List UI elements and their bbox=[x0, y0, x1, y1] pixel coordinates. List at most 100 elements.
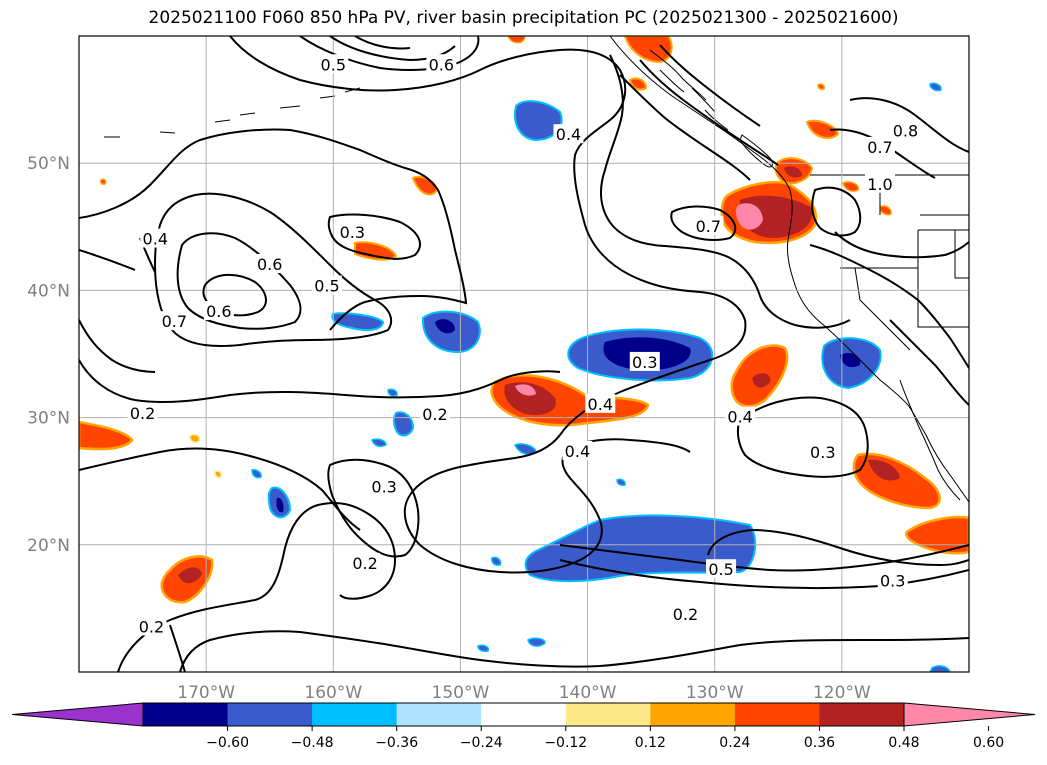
contour-label: 0.8 bbox=[893, 121, 918, 140]
contour-label-background bbox=[890, 120, 921, 140]
positive-anomaly-blob bbox=[160, 555, 214, 604]
positive-anomaly-blob bbox=[730, 344, 789, 408]
pv-contour-0.8-far-ne bbox=[849, 97, 969, 153]
contour-label: 0.4 bbox=[143, 230, 168, 249]
contour-label-background bbox=[725, 406, 756, 426]
colorbar-tick-label: 0.36 bbox=[804, 735, 835, 751]
pv-contour-0.5-north bbox=[229, 36, 481, 92]
colorbar-tick-label: 0.48 bbox=[888, 735, 919, 751]
longitude-tick-label: 160°W bbox=[304, 683, 362, 703]
contour-label-background bbox=[629, 351, 660, 371]
pv-contour-0.3-far-east bbox=[889, 319, 969, 406]
colorbar-tick-label: −0.24 bbox=[460, 735, 503, 751]
colorbar-tick-label: −0.60 bbox=[206, 735, 249, 751]
colorbar-segment bbox=[650, 703, 736, 726]
contour-label-background bbox=[369, 476, 400, 496]
longitude-tick-label: 140°W bbox=[559, 683, 617, 703]
pv-contour-0.3-south-east bbox=[559, 559, 969, 590]
pv-contour-0.5-northeast bbox=[599, 54, 851, 329]
longitude-tick-label: 170°W bbox=[177, 683, 235, 703]
contour-label-background bbox=[865, 173, 895, 193]
colorbar-tick-label: 0.12 bbox=[635, 735, 666, 751]
negative-anomaly-blob bbox=[267, 486, 292, 519]
contour-label: 0.5 bbox=[708, 560, 733, 579]
pv-contour-0.8-ne bbox=[639, 59, 779, 166]
contour-label-background bbox=[254, 253, 285, 273]
colorbar-tick-label: 0.60 bbox=[973, 735, 1004, 751]
plot-area: 0.4 0.6 0.7 0.6 0.5 0.3 0.2 0.2 0.3 0.2 0.2 0.5 0.6 0… bbox=[79, 36, 969, 672]
plot-frame bbox=[78, 35, 970, 673]
latitude-tick-label: 40°N bbox=[27, 281, 70, 301]
vancouver-island-coastline bbox=[739, 134, 773, 168]
contour-label-background bbox=[807, 442, 838, 462]
contour-label: 0.2 bbox=[352, 554, 377, 573]
longitude-tick-label: 130°W bbox=[686, 683, 744, 703]
pv-contour-0.3-central bbox=[327, 213, 421, 260]
colorbar-segment bbox=[481, 703, 567, 726]
pv-contour-0.5-south-east-loop bbox=[707, 528, 969, 567]
contour-label: 0.2 bbox=[422, 405, 447, 424]
colorbar: −0.60 −0.48 −0.36 −0.24 −0.12 0.12 0.24 0.36 0.4… bbox=[11, 702, 1036, 751]
colorbar-segment bbox=[143, 703, 229, 726]
positive-anomaly-blob bbox=[720, 181, 818, 245]
contour-label: 0.6 bbox=[429, 55, 454, 74]
colorbar-segment bbox=[312, 703, 398, 726]
baja-coastline bbox=[899, 379, 961, 501]
colorbar-extend-low bbox=[11, 702, 144, 727]
contour-label-background bbox=[159, 311, 190, 331]
contour-label-background bbox=[562, 440, 593, 460]
colorbar-segment bbox=[734, 703, 820, 726]
contour-label: 0.6 bbox=[257, 255, 282, 274]
contour-label-background bbox=[877, 570, 908, 590]
contour-label-background bbox=[127, 402, 158, 422]
contour-label: 0.3 bbox=[340, 223, 365, 242]
contour-label: 0.2 bbox=[139, 617, 164, 636]
colorbar-segment bbox=[565, 703, 651, 726]
colorbar-tick-label: −0.48 bbox=[291, 735, 334, 751]
contour-label: 0.7 bbox=[162, 312, 187, 331]
colorbar-tick-label: −0.36 bbox=[375, 735, 418, 751]
pv-contour-0.7-east bbox=[670, 205, 737, 241]
negative-anomaly-blob bbox=[251, 82, 951, 672]
pv-contour-0.6-north bbox=[299, 36, 480, 71]
longitude-labels: 170°W 160°W 150°W 140°W 130°W 120°W bbox=[177, 683, 871, 703]
contour-label: 0.4 bbox=[588, 395, 613, 414]
contour-label: 0.3 bbox=[371, 478, 396, 497]
contour-label: 0.2 bbox=[130, 404, 155, 423]
contour-label-background bbox=[706, 559, 737, 579]
latitude-labels: 20°N 30°N 40°N 50°N bbox=[27, 154, 70, 556]
contour-label-background bbox=[311, 275, 342, 295]
contour-label-background bbox=[318, 54, 349, 74]
pv-contour-0.6-west bbox=[176, 232, 302, 330]
colorbar-segment bbox=[819, 703, 905, 726]
contour-label-background bbox=[670, 603, 701, 623]
latitude-tick-label: 20°N bbox=[27, 536, 70, 556]
aleutian-coastline bbox=[104, 87, 361, 138]
pv-contour-1.0-ne bbox=[659, 44, 761, 127]
contour-label: 0.5 bbox=[314, 277, 339, 296]
positive-anomaly-blob bbox=[852, 452, 941, 510]
contour-label: 0.4 bbox=[556, 125, 581, 144]
contour-label: 0.6 bbox=[206, 302, 231, 321]
colorbar-frame bbox=[142, 702, 905, 727]
pv-contour-0.3-east bbox=[736, 396, 869, 478]
north-america-coastline bbox=[609, 36, 969, 503]
contour-label: 0.4 bbox=[727, 408, 752, 427]
contour-label: 1.0 bbox=[867, 175, 892, 194]
contour-label-background bbox=[426, 54, 457, 74]
latitude-tick-label: 50°N bbox=[27, 154, 70, 174]
colorbar-tick-label: −0.12 bbox=[544, 735, 587, 751]
contour-label-background bbox=[865, 136, 895, 156]
longitude-tick-label: 120°W bbox=[813, 683, 871, 703]
coastlines bbox=[104, 36, 969, 503]
colorbar-segment bbox=[396, 703, 482, 726]
pv-contour-0.2-far-west bbox=[79, 319, 156, 373]
contour-label: 0.5 bbox=[321, 55, 346, 74]
pv-contour-0.3-south bbox=[327, 458, 420, 558]
contour-label-background bbox=[203, 301, 234, 321]
colorbar-tick-label: 0.24 bbox=[719, 735, 750, 751]
longitude-tick-label: 150°W bbox=[432, 683, 490, 703]
contour-label-background bbox=[585, 393, 616, 413]
contour-label-background bbox=[693, 215, 724, 235]
